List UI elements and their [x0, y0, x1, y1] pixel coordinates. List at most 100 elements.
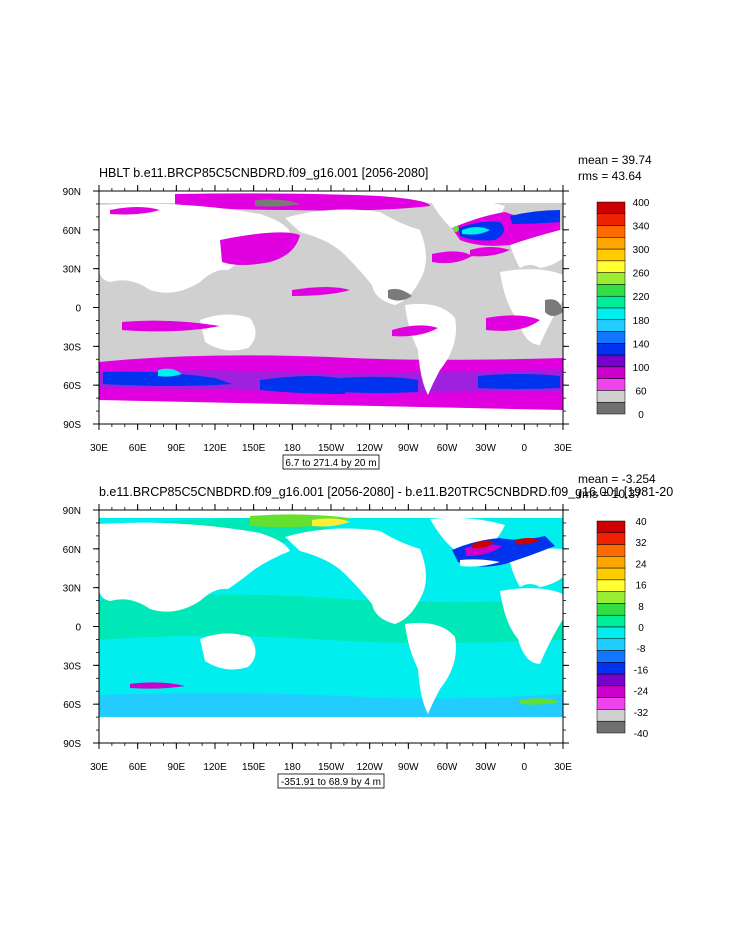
- lon-label: 120W: [357, 443, 384, 454]
- lon-label: 180: [284, 762, 301, 773]
- colorbar-label: 0: [638, 410, 644, 421]
- colorbar-swatch: [596, 544, 626, 557]
- lon-label: 60E: [129, 443, 147, 454]
- colorbar-swatch: [596, 662, 626, 675]
- colorbar-swatch: [596, 603, 626, 616]
- colorbar-swatch: [596, 673, 626, 687]
- colorbar-swatch: [596, 319, 626, 332]
- panel-2-info-box: -351.91 to 68.9 by 4 m: [277, 773, 385, 789]
- lat-label: 60N: [63, 226, 81, 237]
- colorbar-swatch: [596, 685, 626, 698]
- lon-label: 30E: [90, 762, 108, 773]
- north-america-2: [285, 528, 426, 624]
- colorbar-label: 220: [633, 292, 650, 303]
- lon-label: 90W: [398, 443, 419, 454]
- eurasia: [99, 203, 290, 293]
- colorbar-swatch: [596, 579, 626, 592]
- colorbar-swatch: [596, 556, 626, 569]
- colorbar-label: 180: [633, 316, 650, 327]
- colorbar-label: 400: [633, 198, 650, 209]
- lat-label: 60S: [63, 381, 81, 392]
- colorbar-swatch: [596, 331, 626, 344]
- panel-1-axes: 90N 60N 30N 0 30S 60S 90S 30E 60E 90E 120E 150E 180 1…: [63, 185, 572, 454]
- lon-label: 30E: [554, 443, 572, 454]
- panel-1-mean: mean = 39.74: [578, 153, 652, 167]
- lon-label: 120E: [203, 443, 227, 454]
- panel-1-title: HBLT b.e11.BRCP85C5CNBDRD.f09_g16.001 [2…: [99, 166, 428, 180]
- panel-2-axes: 90N 60N 30N 0 30S 60S 90S 30E 60E 90E 120E 150E 180 1…: [63, 504, 572, 773]
- colorbar-label: 300: [633, 245, 650, 256]
- colorbar-label: 0: [638, 623, 644, 634]
- colorbar-label: 24: [635, 559, 647, 570]
- colorbar-label: 100: [633, 363, 650, 374]
- colorbar-swatch: [596, 520, 626, 534]
- colorbar-label: -32: [634, 708, 649, 719]
- colorbar-swatch: [596, 697, 626, 710]
- panel-2-info: -351.91 to 68.9 by 4 m: [281, 777, 381, 788]
- lon-label: 120W: [357, 762, 384, 773]
- panel-1-info: 6.7 to 271.4 by 20 m: [285, 458, 376, 469]
- lon-label: 30W: [475, 443, 496, 454]
- colorbar-swatch: [596, 567, 626, 581]
- colorbar-swatch: [596, 260, 626, 273]
- lat-label: 30S: [63, 342, 81, 353]
- colorbar-label: 32: [635, 538, 647, 549]
- colorbar-swatch: [596, 614, 626, 628]
- colorbar-label: 16: [635, 581, 647, 592]
- colorbar-label: -8: [637, 644, 646, 655]
- colorbar-swatch: [596, 532, 626, 545]
- colorbar-swatch: [596, 638, 626, 651]
- lon-label: 0: [522, 762, 528, 773]
- colorbar-label: -24: [634, 687, 649, 698]
- panel-2-mean: mean = -3.254: [578, 472, 656, 486]
- africa-2: [500, 588, 563, 664]
- north-america: [285, 209, 426, 305]
- panel-2-rms: rms = 10.37: [578, 487, 642, 501]
- colorbar-swatch: [596, 390, 626, 403]
- colorbar-swatch: [596, 401, 626, 415]
- colorbar-swatch: [596, 650, 626, 663]
- colorbar-label: 140: [633, 339, 650, 350]
- lon-label: 60W: [437, 443, 458, 454]
- colorbar-swatch: [596, 720, 626, 734]
- lon-label: 90W: [398, 762, 419, 773]
- colorbar-swatch: [596, 343, 626, 356]
- lon-label: 90E: [167, 443, 185, 454]
- colorbar-swatch: [596, 272, 626, 285]
- lon-label: 60W: [437, 762, 458, 773]
- panel-1-map: [99, 191, 563, 424]
- panel-2-title: b.e11.BRCP85C5CNBDRD.f09_g16.001 [2056-2…: [99, 485, 673, 499]
- colorbar-swatch: [596, 284, 626, 297]
- australia: [200, 314, 256, 351]
- colorbar-swatch: [596, 307, 626, 321]
- africa: [500, 269, 563, 345]
- colorbar-label: 260: [633, 269, 650, 280]
- panel-2-colorbar: 40 32 24 16 8 0 -8 -16 -24 -32 -40: [596, 517, 649, 740]
- lat-label: 90S: [63, 739, 81, 750]
- colorbar-swatch: [596, 295, 626, 309]
- colorbar-swatch: [596, 225, 626, 238]
- lon-label: 30E: [90, 443, 108, 454]
- lon-label: 90E: [167, 762, 185, 773]
- lat-label: 30N: [63, 584, 81, 595]
- lat-label: 60S: [63, 700, 81, 711]
- panel-1: HBLT b.e11.BRCP85C5CNBDRD.f09_g16.001 [2…: [63, 153, 652, 470]
- lon-label: 150W: [318, 443, 345, 454]
- lat-label: 90N: [63, 187, 81, 198]
- lon-label: 150E: [242, 443, 266, 454]
- lat-label: 0: [75, 304, 81, 315]
- colorbar-swatch: [596, 213, 626, 226]
- panel-1-rms: rms = 43.64: [578, 169, 642, 183]
- panel-2-map: [99, 510, 563, 743]
- colorbar-label: -16: [634, 665, 649, 676]
- panel-2: b.e11.BRCP85C5CNBDRD.f09_g16.001 [2056-2…: [63, 472, 673, 789]
- panel-1-colorbar: 400 340 300 260 220 180 140 100 60 0: [596, 198, 650, 421]
- colorbar-swatch: [596, 354, 626, 368]
- colorbar-label: 340: [633, 222, 650, 233]
- colorbar-label: 40: [635, 517, 647, 528]
- lon-label: 60E: [129, 762, 147, 773]
- lat-label: 0: [75, 623, 81, 634]
- lat-label: 90S: [63, 420, 81, 431]
- lon-label: 180: [284, 443, 301, 454]
